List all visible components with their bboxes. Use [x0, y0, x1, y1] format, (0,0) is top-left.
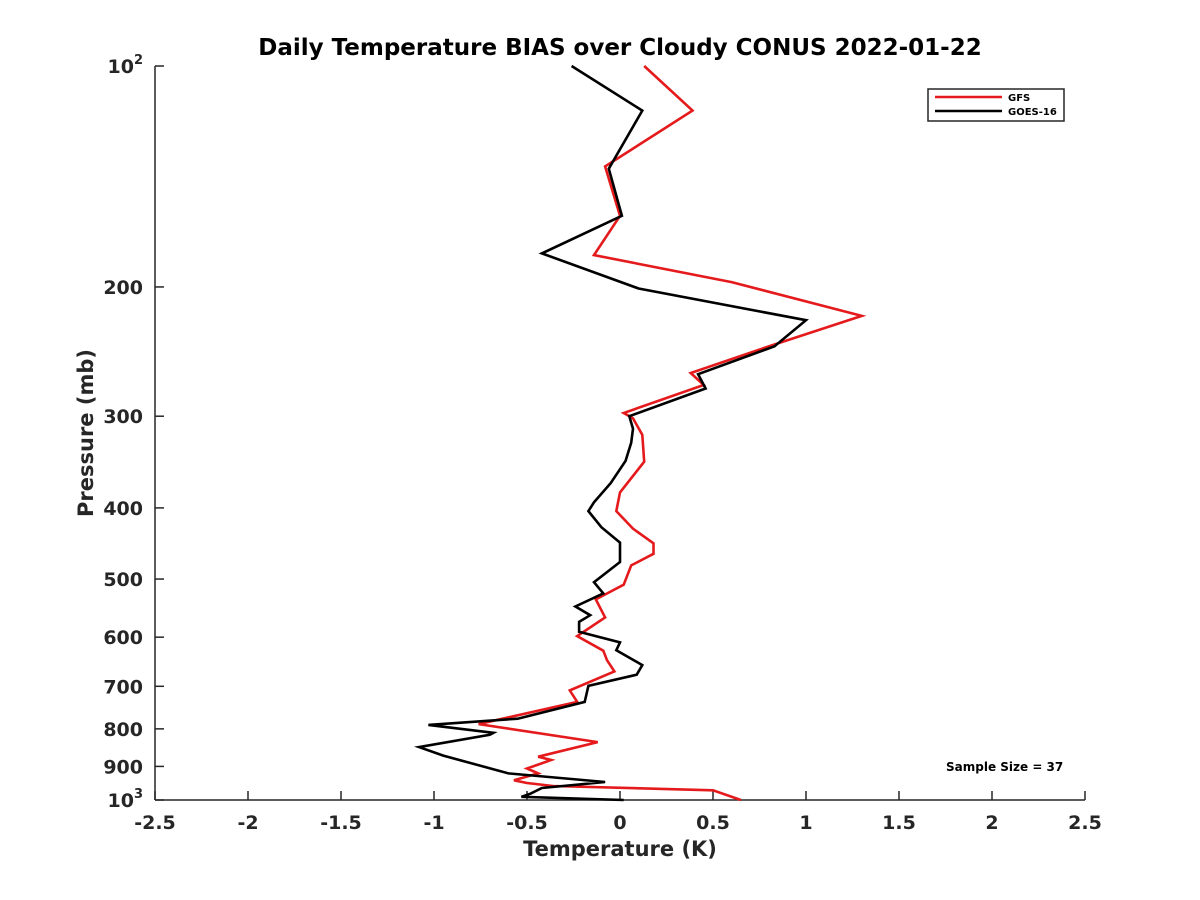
- x-tick-label: 2: [985, 812, 998, 834]
- y-tick-label-base: 10: [108, 790, 134, 812]
- series-line-gfs: [478, 65, 867, 802]
- sample-size-annotation: Sample Size = 37: [946, 760, 1063, 774]
- y-tick-label: 800: [103, 719, 143, 741]
- y-tick-label: 600: [103, 627, 143, 649]
- y-tick-label: 700: [103, 676, 143, 698]
- x-tick-label: 1: [799, 812, 812, 834]
- x-tick-label: 0.5: [696, 812, 730, 834]
- y-axis-label: Pressure (mb): [74, 349, 98, 517]
- y-tick-label: 400: [103, 498, 143, 520]
- plot-area: -2.5 -2 -1.5 -1 -0.5 0 0.5 1 1.5 2 2.5 10220030040…: [103, 53, 1102, 834]
- y-tick-label: 200: [103, 277, 143, 299]
- y-tick-label: 102: [108, 53, 144, 78]
- y-tick-label: 500: [103, 569, 143, 591]
- legend-box: [927, 88, 1065, 122]
- legend-label-gfs: GFS: [1008, 93, 1030, 104]
- chart-title: Daily Temperature BIAS over Cloudy CONUS…: [258, 35, 981, 61]
- x-tick-label: -0.5: [506, 812, 548, 834]
- legend: GFS GOES-16: [927, 88, 1065, 122]
- x-tick-label: -2: [237, 812, 258, 834]
- x-tick-label: 2.5: [1068, 812, 1102, 834]
- legend-label-goes-16: GOES-16: [1008, 107, 1057, 118]
- y-tick-label: 300: [103, 406, 143, 428]
- x-axis-label: Temperature (K): [523, 837, 717, 861]
- x-tick-label: 1.5: [882, 812, 916, 834]
- y-tick-label-base: 10: [108, 56, 134, 78]
- y-tick-label: 103: [108, 787, 144, 812]
- x-tick-label: -1.5: [320, 812, 362, 834]
- series-lines: [413, 64, 867, 802]
- y-tick-label-exponent: 3: [134, 787, 143, 802]
- x-tick-label: 0: [613, 812, 626, 834]
- y-tick-label: 900: [103, 756, 143, 778]
- x-tick-label: -1: [423, 812, 444, 834]
- series-line-goes-16: [413, 64, 809, 802]
- x-tick-label: -2.5: [134, 812, 176, 834]
- x-axis-ticks: -2.5 -2 -1.5 -1 -0.5 0 0.5 1 1.5 2 2.5: [134, 791, 1102, 834]
- y-tick-label-exponent: 2: [134, 53, 143, 68]
